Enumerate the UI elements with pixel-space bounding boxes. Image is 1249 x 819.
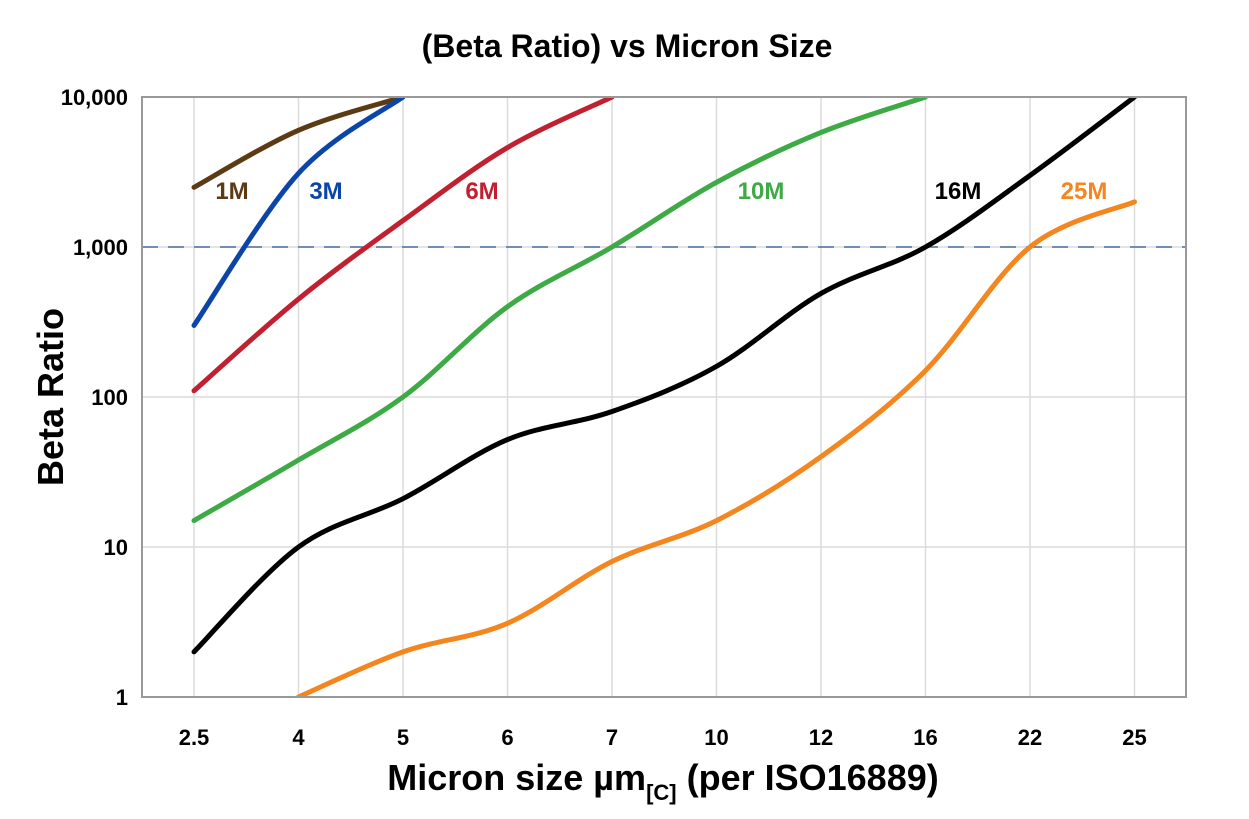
- series-line-16M: [191, 97, 1137, 655]
- grid: [142, 96, 1186, 698]
- x-tick-label: 6: [501, 725, 513, 750]
- series-label-10M: 10M: [738, 178, 785, 205]
- x-tick-label: 2.5: [179, 725, 210, 750]
- series-label-1M: 1M: [215, 178, 248, 205]
- y-tick-label: 1: [116, 685, 128, 710]
- y-tick-labels: 1 10 100 1,000 10,000: [61, 85, 128, 710]
- y-axis-label: Beta Ratio: [30, 308, 71, 486]
- x-axis-label-main: Micron size µm: [387, 757, 646, 798]
- x-tick-label: 12: [809, 725, 833, 750]
- x-tick-labels: 2.5 4 5 6 7 10 12 16 22 25: [179, 725, 1147, 750]
- y-tick-label: 100: [91, 385, 128, 410]
- series-line-6M: [191, 97, 615, 394]
- x-tick-label: 7: [606, 725, 618, 750]
- plot-frame: [141, 96, 1187, 698]
- series-line-10M: [191, 97, 928, 524]
- x-tick-label: 16: [913, 725, 937, 750]
- series-line-3M: [191, 97, 406, 328]
- series-line-25M: [296, 199, 1137, 697]
- x-axis-label: Micron size µm[C] (per ISO16889): [387, 757, 938, 805]
- x-tick-label: 25: [1122, 725, 1146, 750]
- series-label-6M: 6M: [465, 178, 498, 205]
- series-label-25M: 25M: [1061, 178, 1108, 205]
- y-tick-label: 10,000: [61, 85, 128, 110]
- y-tick-label: 1,000: [73, 235, 128, 260]
- y-tick-label: 10: [104, 535, 128, 560]
- x-tick-label: 22: [1018, 725, 1042, 750]
- series-label-16M: 16M: [935, 178, 982, 205]
- series-group: [191, 97, 1137, 697]
- chart-title: (Beta Ratio) vs Micron Size: [422, 28, 833, 64]
- series-label-3M: 3M: [309, 178, 342, 205]
- x-tick-label: 5: [397, 725, 409, 750]
- series-labels: 1M 3M 6M 10M 16M 25M: [215, 178, 1107, 205]
- x-tick-label: 10: [704, 725, 728, 750]
- series-line-1M: [191, 97, 406, 190]
- x-axis-label-subscript: [C]: [646, 780, 677, 805]
- x-tick-label: 4: [292, 725, 305, 750]
- x-axis-label-suffix: (per ISO16889): [677, 757, 939, 798]
